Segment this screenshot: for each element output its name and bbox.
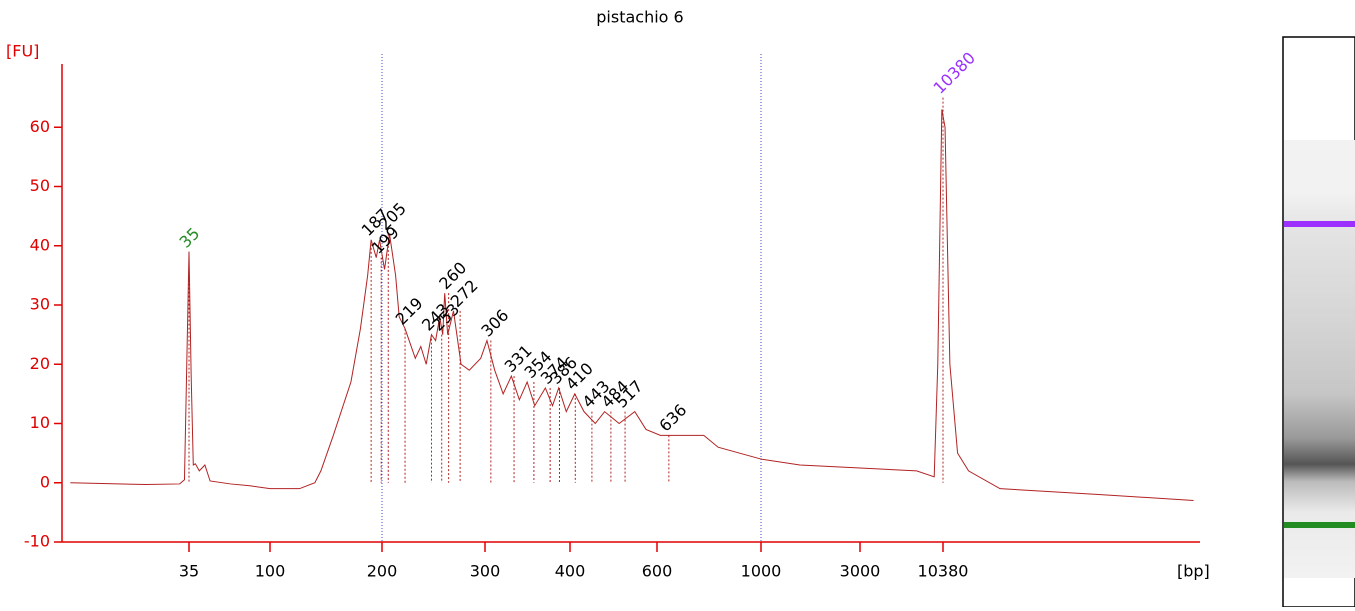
gel [1282, 36, 1355, 608]
gel-upper-marker [1284, 221, 1355, 227]
x-tick-label: 3000 [840, 562, 881, 581]
y-tick-label: 40 [30, 235, 50, 254]
x-axis-label: [bp] [1177, 562, 1210, 581]
x-tick-label: 200 [367, 562, 398, 581]
peak-label: 636 [655, 400, 690, 435]
x-tick-label: 10380 [918, 562, 969, 581]
y-tick-label: 50 [30, 176, 50, 195]
y-tick-label: 20 [30, 354, 50, 373]
gel-lane [1284, 140, 1355, 578]
peak-label: 35 [176, 224, 204, 252]
y-tick-label: 0 [40, 472, 50, 491]
chart-title: pistachio 6 [596, 8, 683, 27]
gel-lower-marker [1284, 522, 1355, 528]
peak-label: 306 [477, 306, 512, 341]
y-tick-label: 60 [30, 117, 50, 136]
x-tick-label: 300 [470, 562, 501, 581]
x-tick-label: 400 [555, 562, 586, 581]
y-tick-label: 30 [30, 295, 50, 314]
y-axis-label: [FU] [6, 42, 39, 61]
x-tick-label: 35 [179, 562, 199, 581]
x-tick-label: 1000 [741, 562, 782, 581]
x-tick-label: 100 [255, 562, 286, 581]
y-tick-label: 10 [30, 413, 50, 432]
trace [70, 109, 1194, 502]
peak-label: 10380 [930, 48, 979, 97]
x-tick-label: 600 [642, 562, 673, 581]
y-tick-label: -10 [24, 532, 50, 551]
